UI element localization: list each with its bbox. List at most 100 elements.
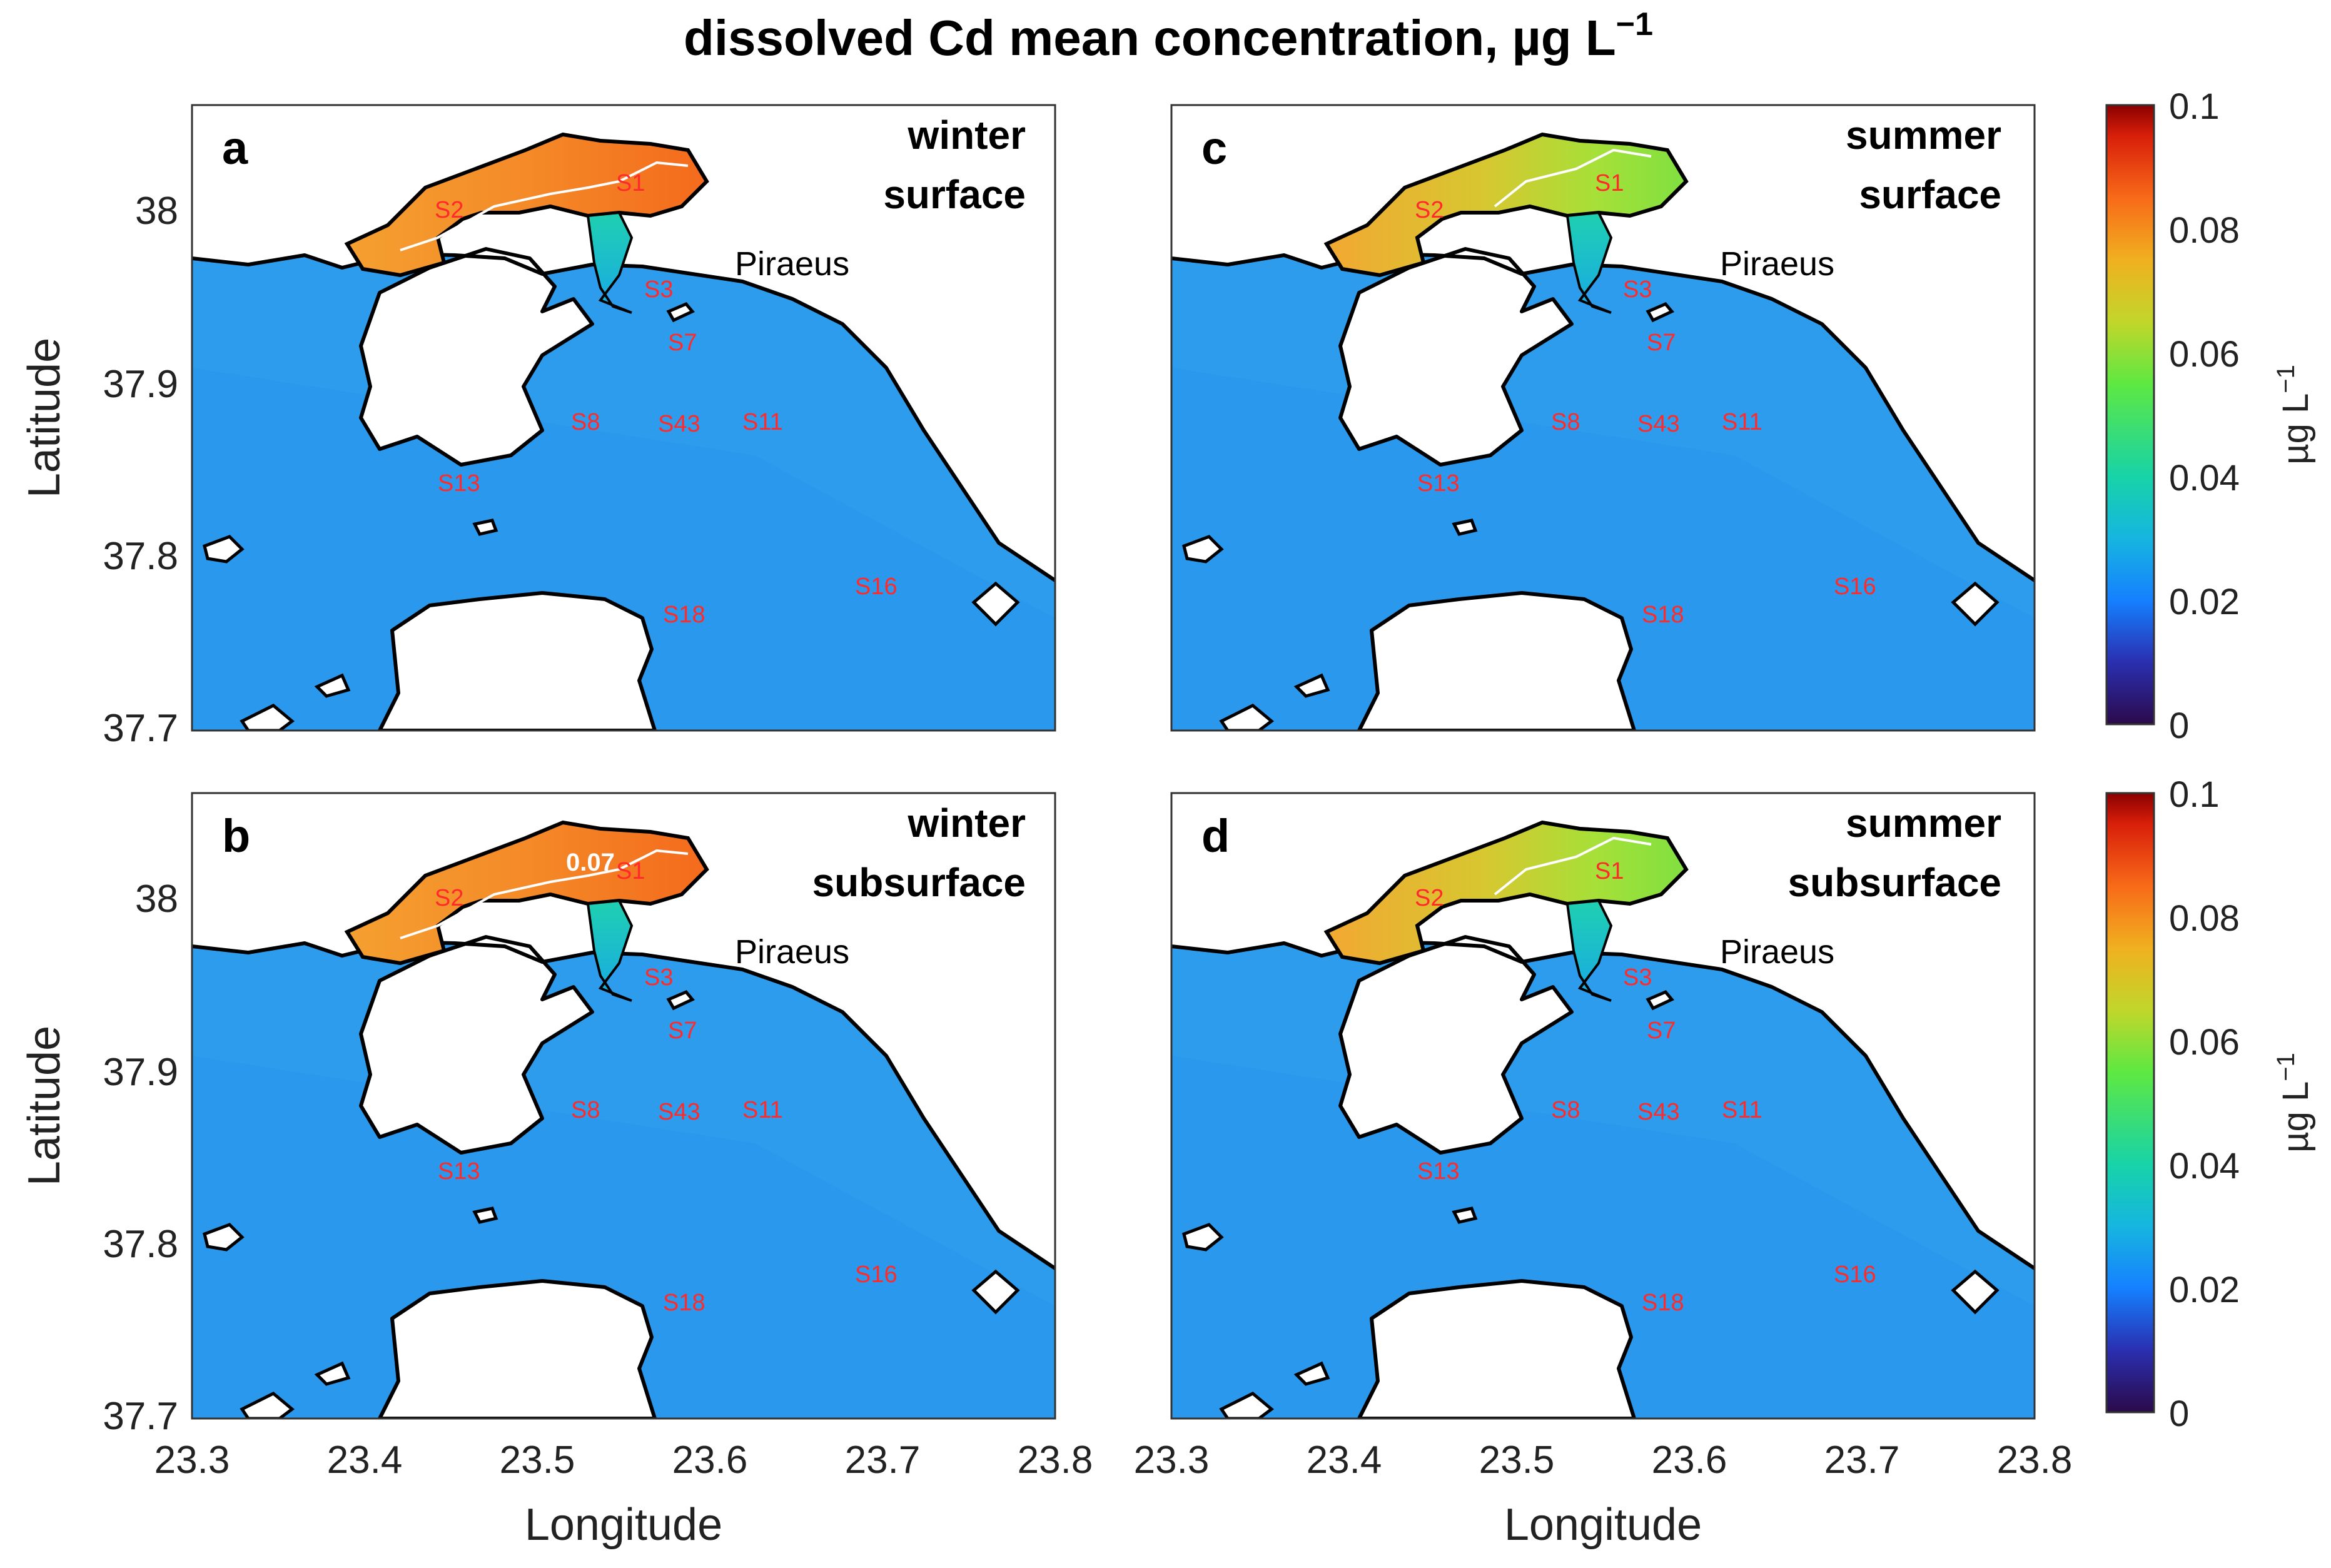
x-tick-label: 23.6 [672,1439,748,1482]
station-label: S3 [644,276,673,303]
x-tick-label: 23.8 [1018,1439,1093,1482]
station-label: S8 [1551,409,1580,435]
colorbar [2105,104,2155,726]
station-labels: S1 S2 S3 S7 S8 S43 S11 S13 S16 S18 [435,170,898,628]
colorbar-label: µg L−1 [2272,1053,2316,1153]
station-labels: S1 S2 S3 S7 S8 S43 S11 S13 S16 S18 [435,858,898,1316]
station-label: S43 [1637,411,1680,437]
colorbar-unit: µg L [2275,393,2316,465]
station-label: S16 [1834,574,1876,600]
colorbar-bottom: 0.1 0.08 0.06 0.04 0.02 0 µg L−1 [2105,774,2316,1434]
panel-season: summer [1846,801,2001,846]
colorbar-tick: 0.08 [2169,898,2240,939]
x-tick-label: 23.8 [1997,1439,2073,1482]
colorbar-tick: 0.04 [2169,1146,2240,1186]
station-label: S7 [1647,1018,1676,1044]
station-label: S11 [1722,1097,1762,1123]
elefsis-bay [344,820,709,966]
x-tick-label: 23.5 [500,1439,575,1482]
station-label: S13 [1417,1158,1460,1185]
station-label: S43 [658,411,700,437]
plot-frame [1170,792,2036,1420]
colorbar-tick: 0 [2169,706,2189,746]
station-label: S18 [1642,602,1684,628]
colorbar-tick: 0.06 [2169,334,2240,375]
y-tick-label: 37.7 [103,1395,178,1438]
panel-season: winter [908,801,1026,846]
y-axis-label: Latitude [19,338,69,498]
colorbar-tick: 0.02 [2169,582,2240,622]
panel-depth: subsurface [812,860,1026,905]
station-label: S18 [663,602,705,628]
x-tick-label: 23.7 [845,1439,921,1482]
x-tick-label: 23.7 [1824,1439,1900,1482]
station-label: S1 [1595,170,1624,196]
elefsis-bay [1323,132,1689,278]
contour-line [1494,836,1652,896]
station-label: S3 [644,964,673,991]
colorbar-tick: 0.1 [2169,86,2220,127]
x-tick-label: 23.4 [1307,1439,1382,1482]
station-labels: S1 S2 S3 S7 S8 S43 S11 S13 S16 S18 [1415,858,1876,1316]
plot-frame [1170,104,2036,732]
station-label: S18 [663,1290,705,1316]
y-tick-label: 37.8 [103,1223,178,1266]
station-label: S11 [742,1097,783,1123]
x-tick-label: 23.6 [1652,1439,1727,1482]
station-label: S2 [1415,885,1444,911]
colorbar-tick: 0.02 [2169,1270,2240,1310]
colorbar-unit: µg L [2275,1081,2316,1153]
x-tick-label: 23.4 [327,1439,403,1482]
x-tick-label: 23.3 [154,1439,230,1482]
station-label: S7 [668,330,697,356]
y-tick-label: 38 [135,190,178,233]
station-labels: S1 S2 S3 S7 S8 S43 S11 S13 S16 S18 [1415,170,1876,628]
station-label: S43 [658,1099,700,1125]
y-tick-label: 37.8 [103,535,178,578]
panel-letter: a [222,122,248,174]
station-label: S18 [1642,1290,1684,1316]
station-label: S1 [616,170,645,196]
panel-letter: c [1201,122,1227,174]
colorbar-tick: 0.06 [2169,1022,2240,1063]
panel-depth: surface [883,172,1026,217]
channel [1565,211,1613,314]
x-tick-label: 23.3 [1134,1439,1210,1482]
channel [586,211,634,314]
y-axis-top: 38 37.9 37.8 37.7 Latitude [19,190,178,750]
station-label: S8 [1551,1097,1580,1123]
contour-line [400,161,689,251]
contour-line [1494,148,1652,208]
station-label: S11 [1722,409,1762,435]
panel-season: winter [908,113,1026,158]
colorbar-tick: 0.1 [2169,774,2220,815]
place-label: Piraeus [735,933,849,971]
place-label: Piraeus [735,245,849,283]
channel [1565,899,1613,1002]
station-label: S16 [855,1262,898,1288]
x-axis-left: 23.3 23.4 23.5 23.6 23.7 23.8 Longitude [154,1439,1093,1550]
station-label: S3 [1623,276,1652,303]
station-label: S1 [616,858,645,884]
title-text: dissolved Cd mean concentration, µg L [684,10,1616,66]
x-tick-label: 23.5 [1479,1439,1555,1482]
place-label: Piraeus [1720,933,1834,971]
station-label: S3 [1623,964,1652,991]
station-label: S13 [438,470,480,497]
plot-frame [191,792,1056,1420]
x-axis-label: Longitude [1504,1500,1702,1550]
y-tick-label: 37.9 [103,363,178,406]
panel-letter: d [1201,810,1230,862]
station-label: S7 [1647,330,1676,356]
channel [586,899,634,1002]
panel-a: a winter surface Piraeus S1 S2 S3 S7 S8 … [191,104,1056,732]
panel-season: summer [1846,113,2001,158]
panel-c: c summer surface Piraeus S1 S2 S3 S7 S8 … [1170,104,2036,732]
y-tick-label: 38 [135,878,178,921]
colorbar-unit-exp: −1 [2272,1053,2300,1081]
panel-depth: subsurface [1788,860,2001,905]
panel-d: d summer subsurface Piraeus S1 S2 S3 S7 … [1170,792,2036,1420]
colorbar-unit-exp: −1 [2272,365,2300,393]
station-label: S7 [668,1018,697,1044]
